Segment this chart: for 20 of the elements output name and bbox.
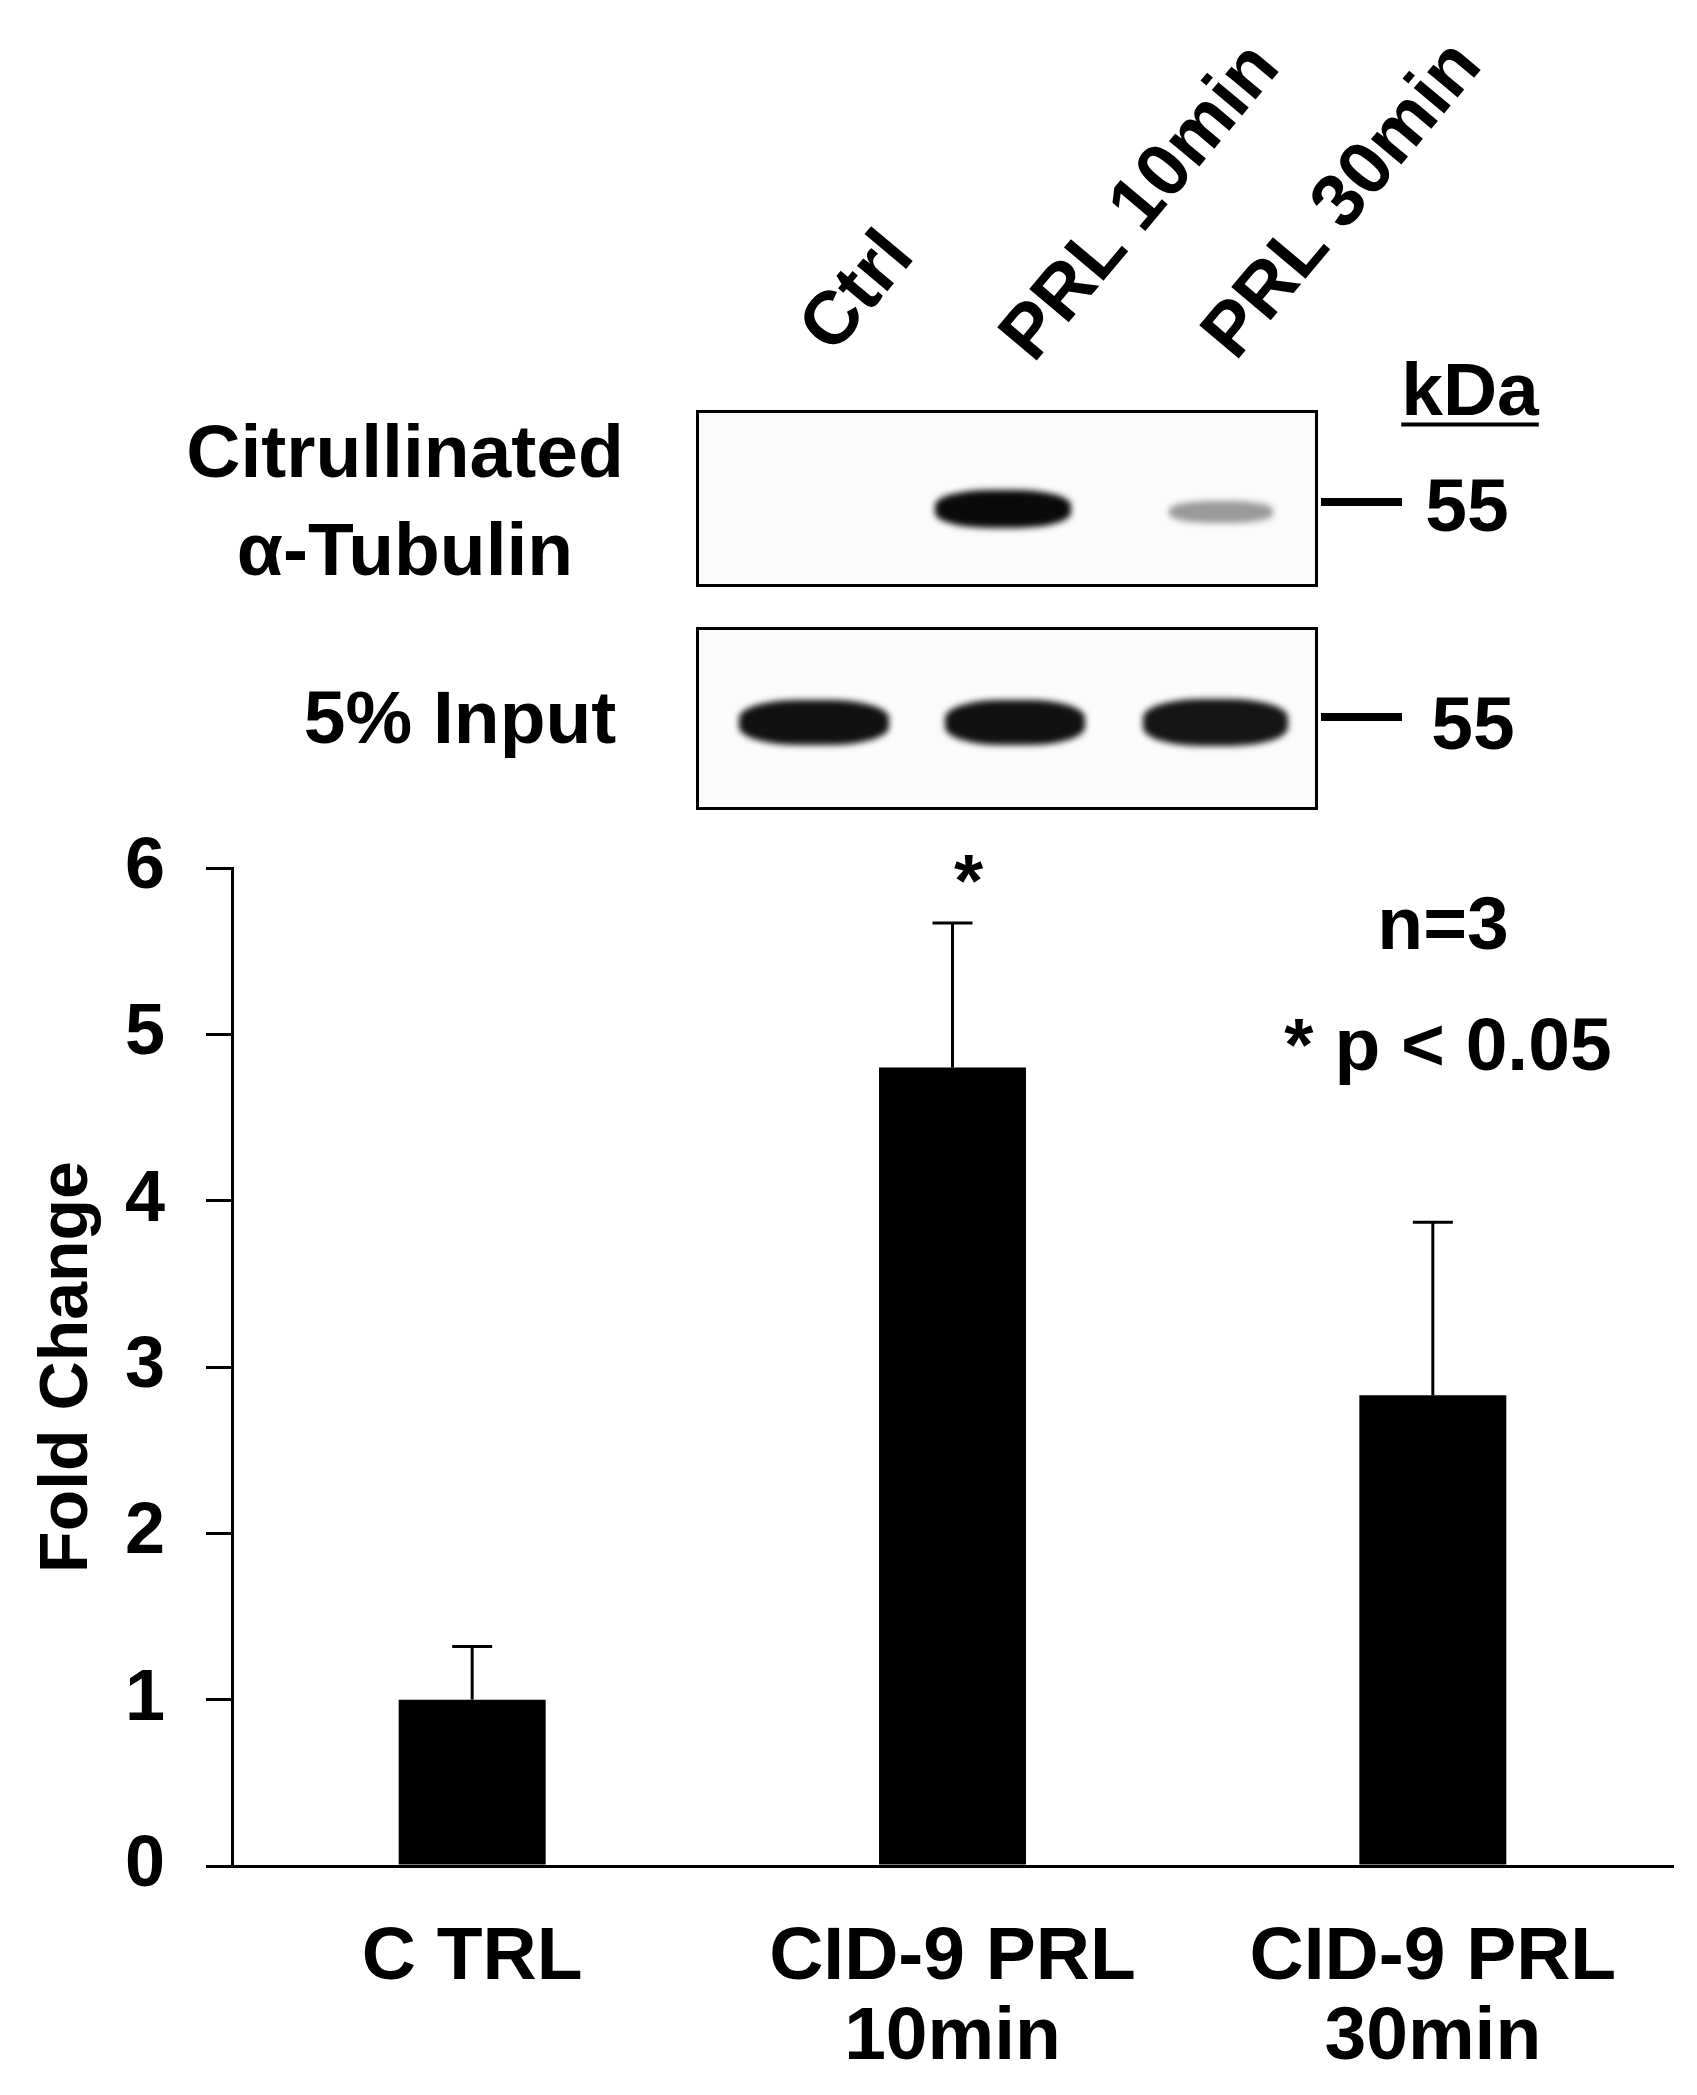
text: 5% Input [303, 674, 617, 759]
text: 55 [1425, 462, 1509, 547]
x-tick-label: CID-9 PRL 10min [769, 1910, 1136, 2076]
y-tick-label: 0 [124, 1820, 165, 1901]
y-tick-label: 2 [124, 1488, 165, 1569]
x-tick-label: C TRL [361, 1910, 583, 1995]
annotation: * [953, 837, 984, 922]
y-tick-label: 3 [124, 1321, 165, 1402]
annotation: * p < 0.05 [1284, 1001, 1612, 1086]
text: kDa [1401, 346, 1539, 431]
text: Citrullinated α-Tubulin [186, 407, 624, 592]
annotation: n=3 [1377, 880, 1509, 965]
x-tick-label: CID-9 PRL 30min [1249, 1910, 1617, 2076]
text: 55 [1431, 680, 1515, 765]
y-tick-label: 5 [124, 989, 165, 1070]
y-tick-label: 1 [124, 1654, 165, 1735]
y-tick-label: 4 [124, 1155, 165, 1236]
text: Ctrl [780, 213, 929, 367]
y-axis-title: Fold Change [24, 1161, 101, 1573]
y-tick-label: 6 [124, 822, 165, 903]
